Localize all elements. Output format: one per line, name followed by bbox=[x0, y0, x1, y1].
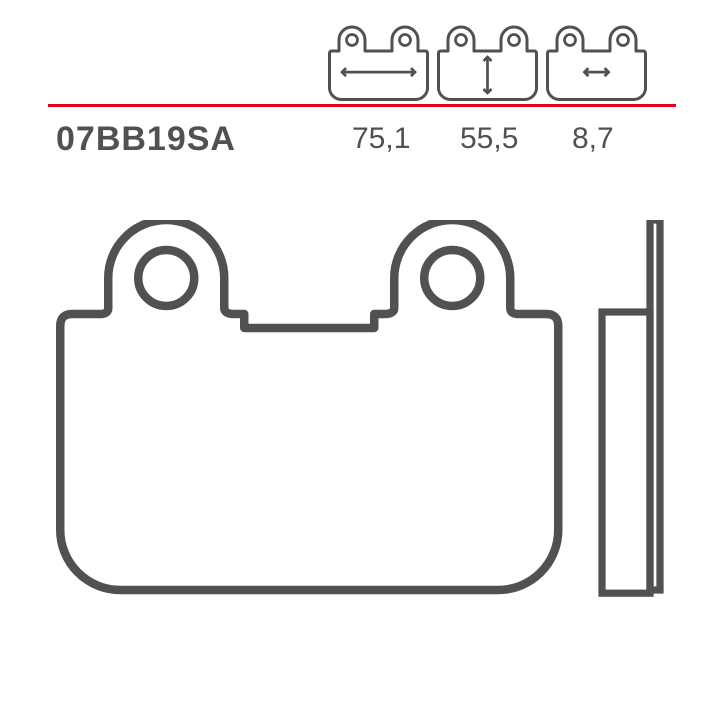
legend-icon-width bbox=[328, 25, 429, 101]
legend-icon-thick bbox=[546, 25, 647, 101]
diagram-canvas: 07BB19SA 75,1 55,5 8,7 bbox=[0, 0, 724, 724]
brake-pad-drawing bbox=[56, 220, 674, 660]
dimension-thickness-value: 8,7 bbox=[572, 122, 614, 156]
dimension-height-value: 55,5 bbox=[460, 122, 518, 156]
legend-icon-height bbox=[437, 25, 538, 101]
header-divider bbox=[48, 104, 676, 107]
dimension-legend-icons bbox=[328, 25, 647, 101]
part-number: 07BB19SA bbox=[56, 120, 236, 159]
dimension-width-value: 75,1 bbox=[352, 122, 410, 156]
